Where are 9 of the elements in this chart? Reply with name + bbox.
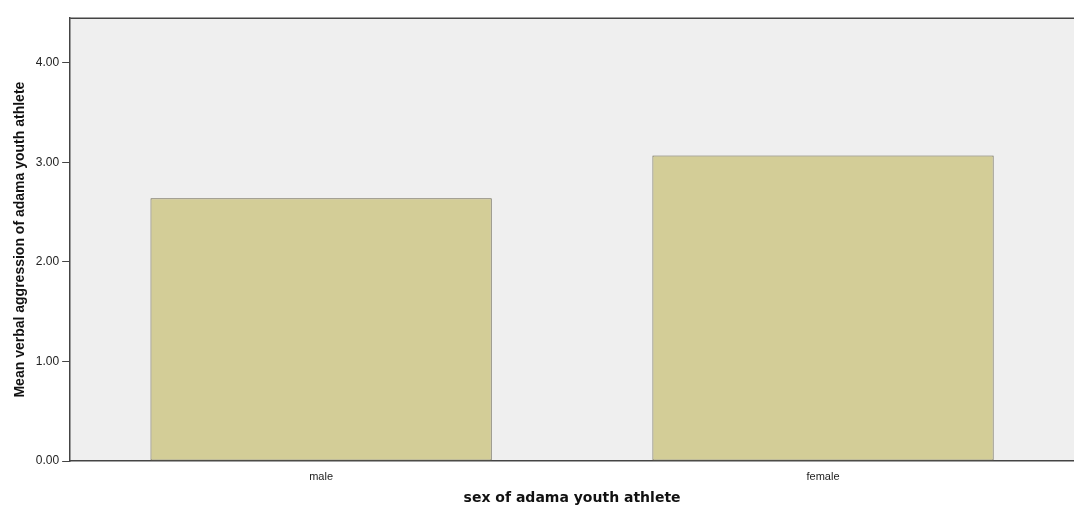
y-tick-label: 1.00 (35, 353, 60, 368)
y-tick-label: 4.00 (35, 55, 60, 70)
y-tick-label: 2.00 (35, 254, 60, 269)
y-axis-title: Mean verbal aggression of adama youth athlete (11, 81, 28, 398)
y-tick-label: 3.00 (35, 154, 60, 169)
x-axis-title: sex of adama youth athlete (463, 489, 681, 506)
y-tick-label: 0.00 (35, 453, 60, 468)
x-tick-label: male (309, 469, 334, 482)
x-tick-label: female (806, 469, 840, 482)
